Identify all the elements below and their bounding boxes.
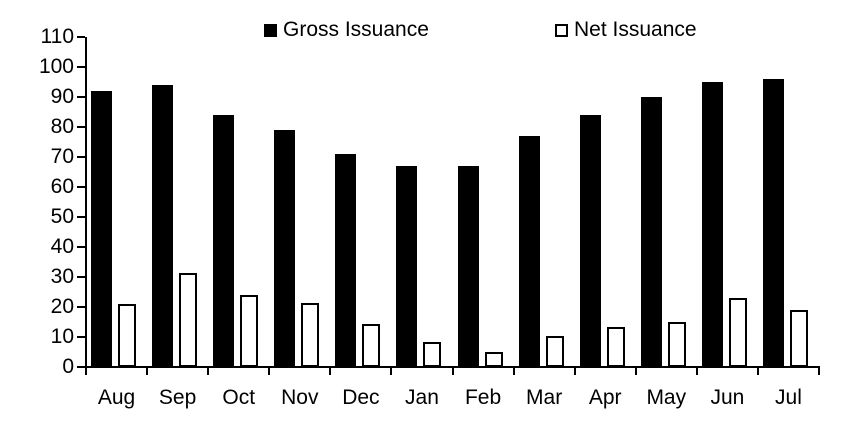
y-axis-tick xyxy=(77,36,85,38)
gross-issuance-bar xyxy=(274,130,296,367)
legend-label-gross-issuance: Gross Issuance xyxy=(283,18,429,41)
gross-issuance-bar xyxy=(91,91,112,367)
x-axis-tick xyxy=(390,366,393,375)
y-axis-tick xyxy=(77,276,85,278)
net-issuance-bar xyxy=(118,304,136,367)
net-issuance-bar xyxy=(240,295,259,367)
x-axis-tick xyxy=(207,366,210,375)
y-tick-label: 90 xyxy=(50,85,74,108)
net-issuance-bar xyxy=(179,272,198,367)
y-tick-label: 30 xyxy=(50,265,74,288)
legend-item-gross-issuance: Gross Issuance xyxy=(264,16,429,44)
gross-issuance-bar xyxy=(396,166,418,367)
y-tick-label: 0 xyxy=(62,355,74,378)
x-axis-tick xyxy=(268,366,271,375)
x-axis-tick xyxy=(512,366,515,375)
y-axis-tick xyxy=(77,96,85,98)
x-axis-tick xyxy=(573,366,576,375)
y-tick-label: 50 xyxy=(50,205,74,228)
y-axis-tick xyxy=(77,126,85,128)
y-axis-tick xyxy=(77,336,85,338)
gross-issuance-bar xyxy=(762,79,784,367)
y-tick-label: 80 xyxy=(50,115,74,138)
x-tick-label: May xyxy=(646,386,687,409)
net-issuance-bar xyxy=(789,310,808,367)
gross-issuance-bar xyxy=(518,136,540,367)
x-axis-tick xyxy=(85,366,87,375)
legend-item-net-issuance: Net Issuance xyxy=(555,16,697,44)
gross-issuance-bar xyxy=(152,85,174,367)
y-axis-tick xyxy=(77,186,85,188)
open-square-icon xyxy=(555,23,568,37)
x-tick-label: Jul xyxy=(775,386,802,409)
x-axis-tick xyxy=(756,366,759,375)
gross-issuance-bar xyxy=(213,115,235,367)
net-issuance-bar xyxy=(301,302,320,367)
x-axis-tick xyxy=(634,366,637,375)
y-axis-tick xyxy=(77,306,85,308)
x-tick-label: Apr xyxy=(588,386,622,409)
y-axis-tick xyxy=(77,66,85,68)
legend-label-net-issuance: Net Issuance xyxy=(574,18,697,41)
gross-issuance-bar xyxy=(579,115,601,367)
y-axis-tick xyxy=(77,216,85,218)
gross-issuance-bar xyxy=(335,154,357,367)
x-axis-tick xyxy=(451,366,454,375)
y-axis-line xyxy=(85,37,87,369)
net-issuance-bar xyxy=(606,326,625,367)
x-axis-tick xyxy=(329,366,332,375)
gross-issuance-bar xyxy=(701,82,723,367)
x-tick-label: Feb xyxy=(464,386,502,409)
y-tick-label: 40 xyxy=(50,235,74,258)
y-tick-label: 100 xyxy=(38,55,74,78)
x-tick-label: Sep xyxy=(158,386,197,409)
x-tick-label: Nov xyxy=(281,386,319,409)
y-axis-tick xyxy=(77,156,85,158)
y-tick-label: 70 xyxy=(50,145,74,168)
gross-issuance-bar xyxy=(640,97,662,367)
y-axis-tick xyxy=(77,246,85,248)
filled-square-icon xyxy=(264,23,277,37)
x-tick-label: Oct xyxy=(222,386,256,409)
net-issuance-bar xyxy=(423,341,442,367)
x-tick-label: Dec xyxy=(342,386,380,409)
y-axis-tick xyxy=(77,366,85,368)
y-tick-label: 60 xyxy=(50,175,74,198)
net-issuance-bar xyxy=(362,323,381,367)
x-axis-tick xyxy=(695,366,698,375)
y-tick-label: 20 xyxy=(50,295,74,318)
net-issuance-bar xyxy=(484,352,503,367)
x-axis-tick xyxy=(146,366,149,375)
gross-issuance-bar xyxy=(457,166,479,367)
x-tick-label: Jun xyxy=(710,386,745,409)
net-issuance-bar xyxy=(545,335,564,367)
x-tick-label: Aug xyxy=(97,386,136,409)
y-tick-label: 10 xyxy=(50,325,74,348)
net-issuance-bar xyxy=(667,322,686,367)
x-tick-label: Jan xyxy=(405,386,439,409)
x-axis-tick xyxy=(818,366,820,375)
net-issuance-bar xyxy=(728,298,747,367)
y-tick-label: 110 xyxy=(40,25,74,48)
x-tick-label: Mar xyxy=(526,386,563,409)
